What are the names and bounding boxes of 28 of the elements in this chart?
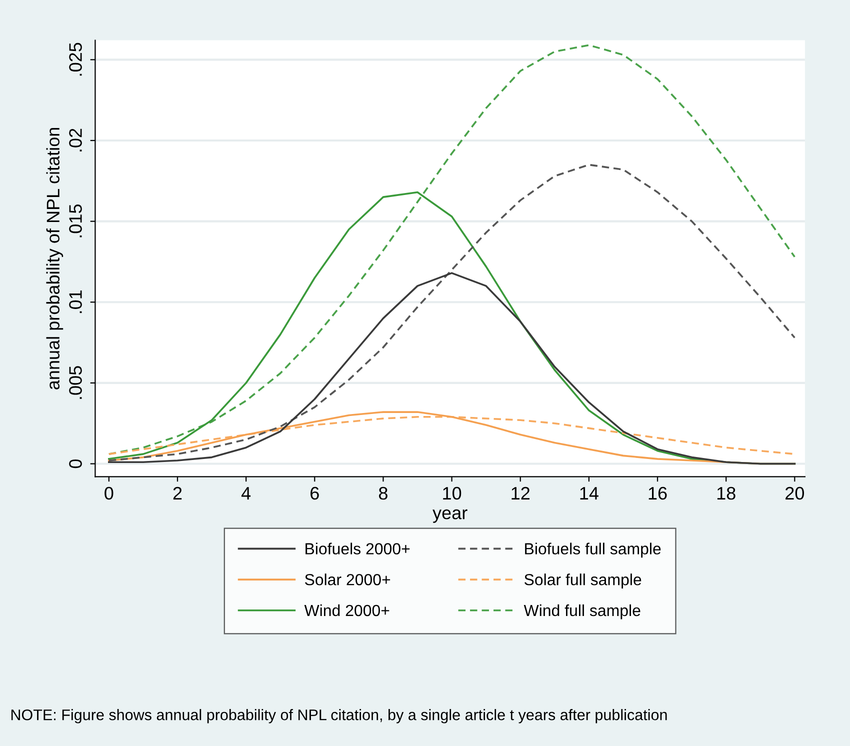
y-tick-label: .005 bbox=[69, 366, 82, 399]
x-tick-label: 16 bbox=[648, 486, 667, 500]
y-tick-label: .01 bbox=[69, 290, 82, 314]
legend-label: Biofuels 2000+ bbox=[306, 542, 410, 554]
y-tick-label: .02 bbox=[69, 128, 82, 152]
line-series bbox=[108, 272, 796, 465]
x-tick-label: 12 bbox=[512, 486, 530, 500]
x-tick-label: 14 bbox=[580, 487, 598, 500]
legend-label: Wind 2000+ bbox=[304, 604, 390, 616]
x-axis-title: year bbox=[432, 509, 468, 523]
x-tick-label: 6 bbox=[310, 486, 319, 500]
x-tick-label: 0 bbox=[104, 486, 114, 500]
line-series bbox=[108, 44, 796, 455]
y-tick-label: 0 bbox=[69, 459, 82, 468]
legend-label: Wind full sample bbox=[524, 604, 640, 620]
y-axis-title: annual probability of NPL citation bbox=[46, 128, 64, 390]
x-tick-label: 8 bbox=[378, 486, 388, 500]
y-tick-label: .025 bbox=[69, 42, 82, 76]
text: NOTE: Figure shows annual probability of NPL citation, by a single article t years after publication bbox=[11, 709, 667, 724]
x-tick-label: 10 bbox=[443, 486, 462, 500]
legend-label: Solar full sample bbox=[524, 574, 642, 588]
x-tick-label: 18 bbox=[717, 486, 736, 500]
x-tick-label: 2 bbox=[173, 486, 182, 500]
x-tick-label: 4 bbox=[241, 487, 251, 500]
legend-label: Biofuels full sample bbox=[525, 542, 661, 558]
y-tick-label: .015 bbox=[69, 204, 82, 238]
legend-label: Solar 2000+ bbox=[304, 574, 390, 586]
x-tick-label: 20 bbox=[786, 486, 804, 500]
